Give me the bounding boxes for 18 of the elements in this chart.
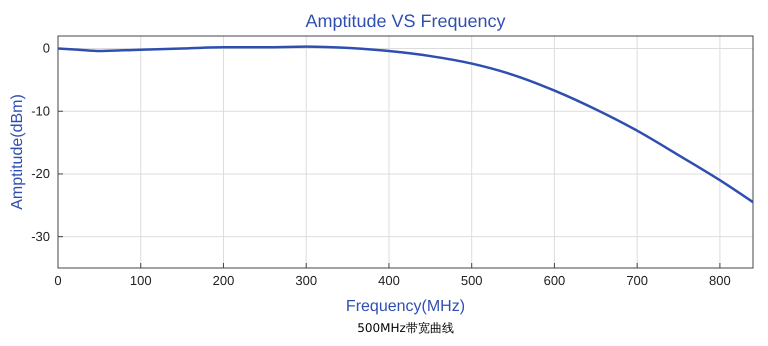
line-series bbox=[56, 45, 754, 204]
x-tick-label: 600 bbox=[544, 273, 566, 288]
text: 500MHz带宽曲线 bbox=[357, 321, 454, 335]
y-tick-label: -20 bbox=[31, 166, 50, 182]
x-tick-label: 800 bbox=[709, 273, 731, 288]
x-tick-label: 0 bbox=[54, 273, 62, 288]
x-tick-label: 700 bbox=[626, 273, 648, 288]
y-tick-label: -10 bbox=[31, 103, 50, 118]
x-tick-label: 300 bbox=[295, 273, 318, 288]
y-axis-title: Amptitude(dBm) bbox=[9, 94, 26, 210]
x-tick-label: 500 bbox=[460, 273, 483, 288]
y-tick-label: -30 bbox=[31, 228, 50, 244]
x-axis-title: Frequency(MHz) bbox=[346, 298, 466, 315]
y-tick-label: 0 bbox=[42, 40, 50, 56]
x-tick-label: 200 bbox=[212, 273, 234, 288]
chart-title: Amptitude VS Frequency bbox=[305, 11, 506, 31]
x-tick-label: 100 bbox=[130, 273, 152, 288]
x-tick-label: 400 bbox=[378, 273, 400, 288]
